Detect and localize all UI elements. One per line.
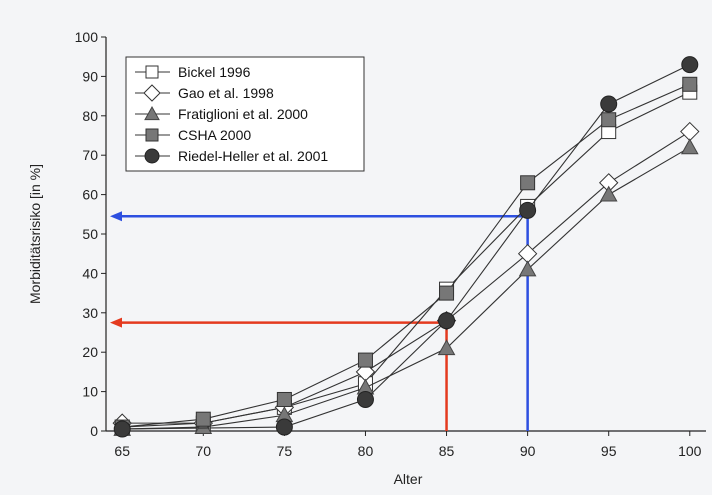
data-point: [520, 175, 536, 191]
x-axis-title: Alter: [394, 471, 423, 487]
y-tick-label: 60: [82, 187, 98, 203]
x-tick-label: 90: [520, 443, 536, 459]
legend-label: Gao et al. 1998: [178, 85, 274, 101]
data-point: [600, 95, 618, 113]
series-line: [122, 131, 691, 424]
x-tick-label: 70: [196, 443, 212, 459]
legend: Bickel 1996 Gao et al. 1998 Fratiglioni et…: [125, 56, 365, 172]
legend-label: Fratiglioni et al. 2000: [178, 106, 308, 122]
y-tick-label: 100: [75, 29, 99, 45]
y-tick-label: 50: [82, 226, 98, 242]
y-tick-label: 20: [82, 344, 98, 360]
x-tick-label: 80: [358, 443, 374, 459]
legend-marker: [144, 105, 160, 121]
data-point: [680, 121, 700, 142]
series-layer: [112, 56, 700, 438]
data-point: [195, 411, 211, 427]
y-tick-label: 80: [82, 108, 98, 124]
data-point: [357, 352, 373, 368]
data-point: [517, 243, 538, 264]
y-tick-label: 70: [82, 147, 98, 163]
data-point: [599, 185, 618, 202]
reference-arrowhead: [110, 211, 122, 222]
legend-marker: [145, 128, 159, 142]
data-point: [680, 138, 699, 155]
x-tick-label: 100: [678, 443, 702, 459]
y-tick-label: 40: [82, 265, 98, 281]
series-line: [122, 83, 691, 428]
x-tick-label: 75: [277, 443, 293, 459]
x-tick-label: 65: [114, 443, 130, 459]
data-point: [682, 76, 698, 92]
legend-label: CSHA 2000: [178, 127, 251, 143]
data-point: [681, 56, 699, 74]
legend-marker: [144, 148, 160, 164]
data-point: [356, 390, 374, 408]
data-point: [439, 285, 455, 301]
y-tick-label: 10: [82, 384, 98, 400]
data-point: [437, 339, 456, 356]
data-point: [113, 420, 131, 438]
series-3: [114, 76, 698, 435]
series-4: [113, 56, 699, 438]
reference-lines: [110, 211, 529, 431]
data-point: [276, 391, 292, 407]
data-point: [601, 112, 617, 128]
y-tick-label: 90: [82, 68, 98, 84]
reference-arrowhead: [110, 317, 122, 328]
data-point: [519, 201, 537, 219]
y-tick-label: 0: [90, 423, 98, 439]
y-tick-label: 30: [82, 305, 98, 321]
x-tick-label: 95: [601, 443, 617, 459]
series-line: [122, 146, 691, 430]
data-point: [518, 260, 537, 277]
legend-label: Riedel-Heller et al. 2001: [178, 148, 328, 164]
legend-marker: [143, 84, 161, 102]
data-point: [275, 418, 293, 436]
y-axis-title: Morbiditätsrisiko [in %]: [27, 164, 43, 304]
x-tick-label: 85: [439, 443, 455, 459]
legend-label: Bickel 1996: [178, 64, 251, 80]
data-point: [438, 312, 456, 330]
legend-marker: [145, 65, 159, 79]
axes: 0 10 20 30 40 50 60 70 80 90 100 65 70 75 80 85 90 95 100: [75, 29, 706, 459]
